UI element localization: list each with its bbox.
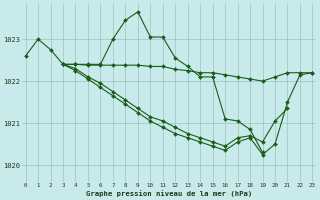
X-axis label: Graphe pression niveau de la mer (hPa): Graphe pression niveau de la mer (hPa)	[86, 190, 252, 197]
